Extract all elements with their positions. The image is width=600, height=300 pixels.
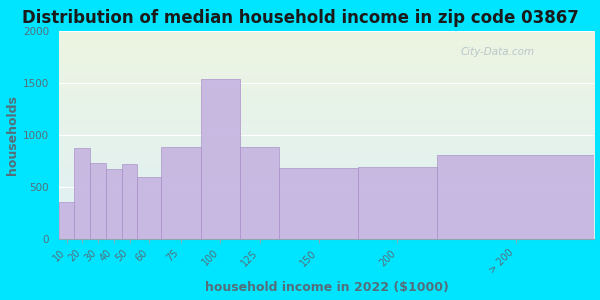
Text: City-Data.com: City-Data.com — [461, 47, 535, 57]
Bar — [122, 164, 137, 239]
Bar — [74, 148, 90, 239]
Bar — [358, 167, 437, 239]
Bar — [437, 155, 595, 239]
Text: Distribution of median household income in zip code 03867: Distribution of median household income … — [22, 9, 578, 27]
Bar — [240, 147, 279, 239]
Bar — [90, 163, 106, 239]
Bar — [106, 169, 122, 239]
Bar — [279, 168, 358, 239]
Bar — [200, 80, 240, 239]
Bar — [137, 177, 161, 239]
Bar — [161, 147, 200, 239]
Bar — [59, 202, 74, 239]
X-axis label: household income in 2022 ($1000): household income in 2022 ($1000) — [205, 281, 449, 294]
Y-axis label: households: households — [5, 95, 19, 175]
